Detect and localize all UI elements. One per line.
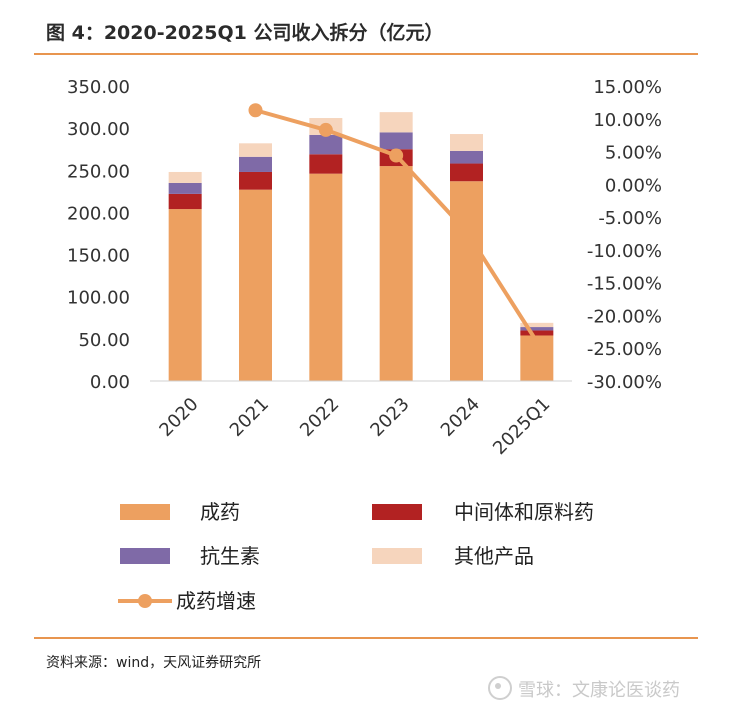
legend-label: 其他产品: [454, 544, 534, 568]
legend-swatch-中间体和原料药: [372, 504, 422, 520]
bar-segment-其他产品: [450, 134, 483, 151]
growth-point: [318, 122, 333, 137]
watermark: 雪球：文康论医谈药: [488, 676, 680, 702]
y-left-tick-label: 50.00: [78, 330, 130, 351]
legend-label: 中间体和原料药: [454, 500, 594, 524]
bar-segment-其他产品: [379, 112, 413, 133]
bar-segment-抗生素: [309, 134, 343, 155]
bar-segment-抗生素: [520, 327, 554, 331]
growth-point: [389, 148, 404, 163]
bar-segment-其他产品: [239, 143, 272, 157]
legend-swatch-成药: [120, 504, 170, 520]
figure-title: 图 4：2020-2025Q1 公司收入拆分（亿元）: [46, 22, 444, 44]
bar-segment-中间体和原料药: [450, 163, 483, 182]
bar-segment-抗生素: [168, 182, 202, 194]
legend-swatch-marker: [138, 594, 152, 608]
y-right-tick-label: -5.00%: [598, 208, 662, 229]
y-left-tick-label: 350.00: [67, 77, 130, 98]
y-right-tick-label: 5.00%: [605, 143, 662, 164]
bar-segment-中间体和原料药: [309, 154, 343, 174]
bar-segment-成药: [309, 173, 343, 381]
legend-swatch-其他产品: [372, 548, 422, 564]
watermark-text: 雪球：文康论医谈药: [518, 680, 680, 701]
y-right-tick-label: -30.00%: [587, 372, 662, 393]
bottom-divider: [34, 637, 698, 639]
bar-segment-中间体和原料药: [239, 171, 272, 190]
y-right-tick-label: -20.00%: [587, 306, 662, 327]
legend-label: 成药: [200, 500, 240, 524]
bar-segment-其他产品: [168, 171, 202, 183]
y-left-tick-label: 300.00: [67, 119, 130, 140]
bar-segment-成药: [239, 189, 272, 381]
bar-segment-成药: [520, 335, 554, 381]
y-left-tick-label: 100.00: [67, 288, 130, 309]
bar-segment-成药: [450, 181, 483, 381]
bar-segment-抗生素: [450, 150, 483, 164]
x-tick-label: 2025Q1: [489, 394, 554, 459]
growth-point: [459, 224, 474, 239]
bar-segment-成药: [168, 209, 202, 381]
bar-segment-中间体和原料药: [168, 193, 202, 210]
y-left-tick-label: 150.00: [67, 246, 130, 267]
y-right-tick-label: 10.00%: [593, 110, 662, 131]
growth-point: [248, 103, 263, 118]
legend-label: 抗生素: [200, 544, 260, 568]
legend-label: 成药增速: [176, 589, 256, 613]
y-right-tick-label: -10.00%: [587, 241, 662, 262]
bar-segment-抗生素: [379, 132, 413, 150]
x-tick-label: 2020: [155, 394, 202, 441]
stacked-bar-line-chart: 0.00 50.00 100.00 150.00 200.00 250.00 300.00 3…: [67, 77, 662, 613]
source-note: 资料来源：wind，天风证券研究所: [46, 655, 262, 671]
x-tick-label: 2024: [437, 394, 484, 441]
y-right-tick-label: 15.00%: [593, 77, 662, 98]
xueqiu-logo-icon: [488, 676, 512, 700]
x-tick-label: 2023: [366, 394, 413, 441]
y-left-tick-label: 200.00: [67, 203, 130, 224]
y-left-tick-label: 250.00: [67, 161, 130, 182]
top-divider: [34, 53, 698, 55]
bar-segment-中间体和原料药: [520, 330, 554, 336]
y-right-tick-label: -15.00%: [587, 274, 662, 295]
x-tick-label: 2021: [226, 394, 273, 441]
bar-segment-其他产品: [520, 322, 554, 328]
bar-segment-成药: [379, 166, 413, 381]
bar-segment-抗生素: [239, 156, 272, 172]
x-tick-label: 2022: [296, 394, 343, 441]
y-right-tick-label: -25.00%: [587, 339, 662, 360]
y-left-tick-label: 0.00: [90, 372, 130, 393]
legend-swatch-抗生素: [120, 548, 170, 564]
y-right-tick-label: 0.00%: [605, 175, 662, 196]
